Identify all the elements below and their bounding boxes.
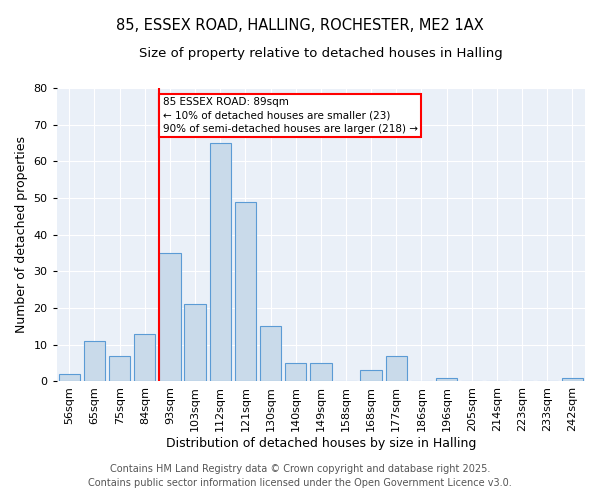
Bar — [562, 378, 583, 382]
Bar — [209, 143, 231, 382]
Text: 85, ESSEX ROAD, HALLING, ROCHESTER, ME2 1AX: 85, ESSEX ROAD, HALLING, ROCHESTER, ME2 … — [116, 18, 484, 32]
Bar — [436, 378, 457, 382]
Y-axis label: Number of detached properties: Number of detached properties — [15, 136, 28, 334]
Bar — [59, 374, 80, 382]
Bar — [260, 326, 281, 382]
X-axis label: Distribution of detached houses by size in Halling: Distribution of detached houses by size … — [166, 437, 476, 450]
Bar — [235, 202, 256, 382]
Title: Size of property relative to detached houses in Halling: Size of property relative to detached ho… — [139, 48, 503, 60]
Bar — [386, 356, 407, 382]
Bar — [184, 304, 206, 382]
Bar — [159, 253, 181, 382]
Bar — [84, 341, 105, 382]
Bar — [310, 363, 332, 382]
Bar — [361, 370, 382, 382]
Text: Contains HM Land Registry data © Crown copyright and database right 2025.
Contai: Contains HM Land Registry data © Crown c… — [88, 464, 512, 487]
Text: 85 ESSEX ROAD: 89sqm
← 10% of detached houses are smaller (23)
90% of semi-detac: 85 ESSEX ROAD: 89sqm ← 10% of detached h… — [163, 97, 418, 134]
Bar — [285, 363, 307, 382]
Bar — [134, 334, 155, 382]
Bar — [109, 356, 130, 382]
